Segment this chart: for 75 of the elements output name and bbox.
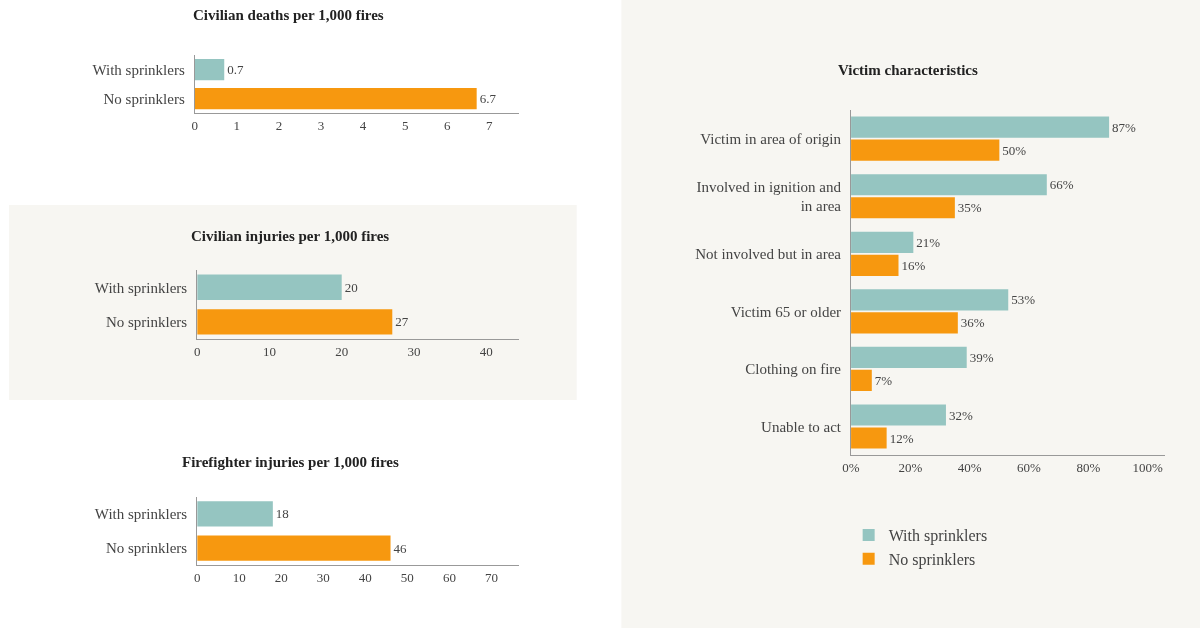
x-tick-label: 10 bbox=[232, 569, 246, 585]
bar bbox=[851, 231, 914, 253]
data-label: 66% bbox=[1049, 177, 1074, 193]
y-tick-label: Clothing on fire bbox=[745, 361, 842, 378]
x-tick-label: 40% bbox=[957, 459, 982, 475]
data-label: 32% bbox=[948, 407, 973, 423]
y-tick-label: Victim in area of origin bbox=[700, 130, 842, 147]
data-label: 7% bbox=[874, 372, 893, 388]
y-tick-label: Victim 65 or older bbox=[730, 303, 842, 320]
data-label: 20 bbox=[344, 279, 358, 295]
chart-title: Civilian deaths per 1,000 fires bbox=[193, 7, 384, 23]
x-tick-label: 80% bbox=[1076, 459, 1101, 475]
y-tick-label: Involved in ignition and in area bbox=[696, 178, 842, 215]
x-tick-label: 40 bbox=[479, 343, 493, 359]
x-tick-label: 1 bbox=[233, 117, 241, 133]
bar bbox=[851, 174, 1047, 196]
bar bbox=[851, 197, 955, 219]
x-tick-label: 2 bbox=[275, 117, 283, 133]
x-tick-label: 7 bbox=[486, 117, 494, 133]
y-tick-label: With sprinklers bbox=[94, 279, 188, 296]
y-tick-label: No sprinklers bbox=[105, 314, 188, 331]
bar bbox=[851, 369, 872, 392]
data-label: 46 bbox=[393, 540, 408, 556]
x-tick-label: 5 bbox=[401, 117, 409, 133]
x-tick-label: 0 bbox=[193, 569, 201, 585]
x-tick-label: 4 bbox=[359, 117, 367, 133]
bar bbox=[851, 427, 887, 449]
data-label: 36% bbox=[960, 315, 985, 331]
x-tick-label: 6 bbox=[443, 117, 451, 133]
y-tick-label: No sprinklers bbox=[103, 90, 185, 107]
x-tick-label: 70 bbox=[484, 569, 498, 585]
x-tick-label: 20 bbox=[335, 343, 349, 359]
chart-title: Firefighter injuries per 1,000 fires bbox=[182, 454, 399, 470]
legend-label: No sprinklers bbox=[888, 550, 976, 569]
bar bbox=[851, 289, 1009, 311]
x-tick-label: 30 bbox=[316, 569, 330, 585]
data-label: 16% bbox=[901, 257, 926, 273]
y-tick-label: Not involved but in area bbox=[695, 246, 842, 263]
chart-title: Victim characteristics bbox=[838, 62, 978, 78]
data-label: 87% bbox=[1112, 119, 1137, 135]
x-tick-label: 20% bbox=[898, 459, 923, 475]
x-tick-label: 40 bbox=[358, 569, 372, 585]
x-tick-label: 0 bbox=[191, 117, 199, 133]
data-label: 53% bbox=[1011, 292, 1036, 308]
x-tick-label: 60% bbox=[1017, 459, 1042, 475]
bar bbox=[851, 254, 899, 276]
data-label: 50% bbox=[1002, 142, 1027, 158]
legend-label: With sprinklers bbox=[888, 527, 988, 546]
data-label: 39% bbox=[969, 349, 994, 365]
data-label: 0.7 bbox=[227, 62, 244, 78]
chart-title: Civilian injuries per 1,000 fires bbox=[191, 228, 390, 244]
data-label: 6.7 bbox=[479, 91, 497, 107]
data-label: 27 bbox=[395, 314, 409, 330]
bar bbox=[851, 116, 1110, 138]
x-tick-label: 20 bbox=[274, 569, 288, 585]
data-label: 35% bbox=[957, 200, 982, 216]
bar bbox=[851, 312, 958, 334]
data-label: 21% bbox=[916, 234, 941, 250]
x-tick-label: 0% bbox=[842, 459, 860, 475]
x-tick-label: 50 bbox=[400, 569, 414, 585]
y-tick-label: With sprinklers bbox=[94, 506, 188, 523]
x-tick-label: 30 bbox=[407, 343, 421, 359]
x-tick-label: 10 bbox=[262, 343, 276, 359]
y-tick-label: No sprinklers bbox=[105, 540, 188, 557]
bar bbox=[851, 139, 1000, 161]
x-tick-label: 100% bbox=[1132, 459, 1163, 475]
x-tick-label: 0 bbox=[193, 343, 201, 359]
bar bbox=[851, 346, 967, 369]
y-tick-label: Unable to act bbox=[761, 418, 842, 435]
data-label: 18 bbox=[275, 506, 289, 522]
x-tick-label: 60 bbox=[442, 569, 456, 585]
x-tick-label: 3 bbox=[317, 117, 325, 133]
y-tick-label: With sprinklers bbox=[92, 61, 185, 78]
bar bbox=[851, 404, 946, 426]
data-label: 12% bbox=[889, 430, 914, 446]
